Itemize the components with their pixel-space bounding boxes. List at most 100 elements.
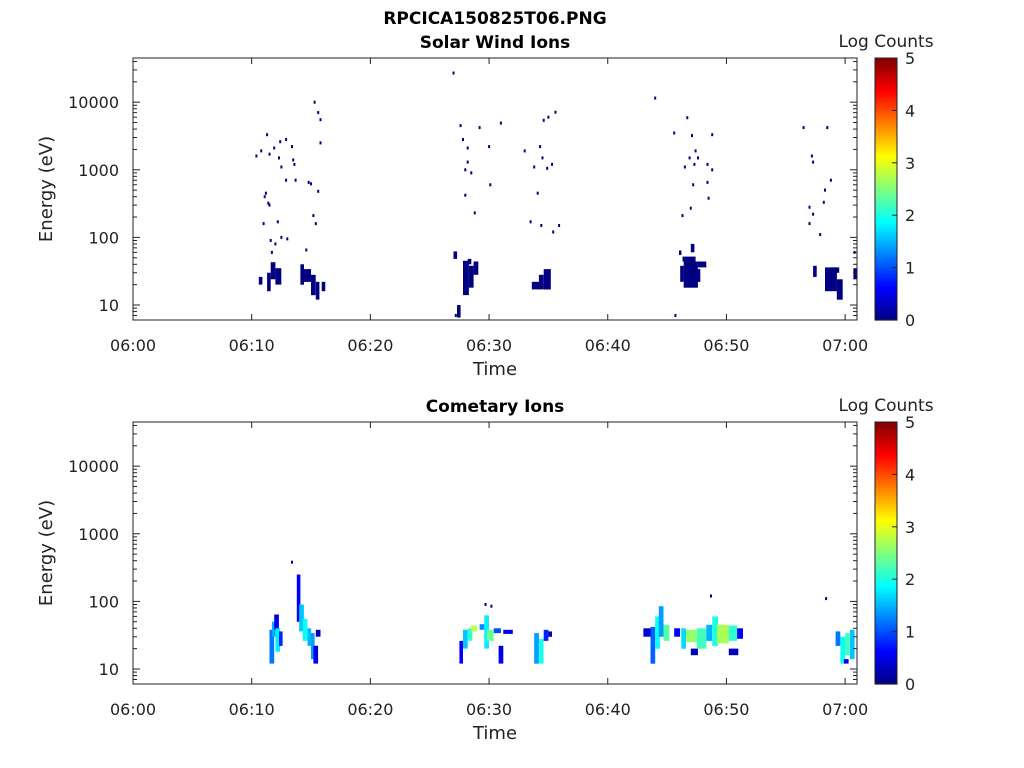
count-point: [824, 188, 826, 192]
colorbar-segment: [875, 542, 897, 546]
colorbar-segment: [875, 618, 897, 622]
colorbar-segment: [875, 314, 897, 318]
colorbar-segment: [875, 487, 897, 491]
colorbar-segment: [875, 608, 897, 612]
colorbar-segment: [875, 626, 897, 630]
colorbar-segment: [875, 553, 897, 557]
count-point: [533, 165, 536, 169]
colorbar-segment: [875, 427, 897, 431]
colorbar-segment: [875, 424, 897, 428]
colorbar-segment: [875, 160, 897, 164]
colorbar-segment: [875, 262, 897, 266]
count-point: [686, 116, 689, 120]
x-tick-label: 06:20: [347, 700, 393, 719]
colorbar-segment: [875, 505, 897, 510]
colorbar-segment: [875, 634, 897, 638]
count-block: [467, 628, 473, 641]
colorbar-segment: [875, 516, 897, 520]
colorbar-segment: [875, 272, 897, 277]
colorbar-tick-label: 2: [905, 206, 915, 225]
count-block: [498, 645, 504, 664]
count-point: [317, 111, 320, 115]
colorbar-segment: [875, 97, 897, 101]
colorbar-segment: [875, 204, 897, 208]
count-point: [319, 141, 322, 145]
count-block: [706, 624, 713, 641]
count-point: [674, 314, 677, 317]
x-tick-label: 06:00: [110, 700, 156, 719]
colorbar-segment: [875, 477, 897, 481]
count-point: [825, 597, 828, 601]
colorbar-segment: [875, 131, 897, 135]
count-point: [711, 168, 714, 172]
count-point: [255, 154, 258, 158]
count-point: [466, 146, 469, 150]
colorbar-segment: [875, 212, 897, 216]
count-block: [453, 251, 458, 259]
colorbar-segment: [875, 115, 897, 119]
count-block: [311, 274, 316, 296]
colorbar-segment: [875, 280, 897, 284]
colorbar-segment: [875, 220, 897, 224]
x-tick-label: 06:30: [466, 336, 512, 355]
colorbar-segment: [875, 304, 897, 308]
colorbar-segment: [875, 309, 897, 313]
colorbar-tick-label: 0: [905, 675, 915, 694]
count-block: [538, 274, 544, 282]
count-point: [706, 162, 709, 166]
count-point: [293, 162, 296, 166]
count-block: [658, 606, 664, 637]
colorbar-segment: [875, 186, 897, 190]
count-point: [291, 145, 293, 149]
count-block: [650, 626, 656, 664]
colorbar-segment: [875, 126, 897, 130]
count-point: [829, 178, 832, 182]
colorbar-segment: [875, 589, 897, 593]
colorbar-segment: [875, 573, 897, 578]
count-block: [690, 243, 695, 253]
colorbar-segment: [875, 660, 897, 664]
colorbar-segment: [875, 293, 897, 298]
colorbar-segment: [875, 623, 897, 627]
count-point: [540, 224, 543, 227]
colorbar-segment: [875, 466, 897, 470]
count-block: [813, 265, 817, 277]
colorbar-segment: [875, 558, 897, 562]
colorbar-segment: [875, 602, 897, 606]
colorbar-segment: [875, 225, 897, 229]
colorbar-segment: [875, 278, 897, 282]
colorbar-frame: [874, 421, 898, 685]
colorbar-segment: [875, 259, 897, 263]
colorbar-segment: [875, 264, 897, 269]
solar-wind-colorbar: 0 1 2 3 4 5: [874, 49, 915, 330]
colorbar-segment: [875, 545, 897, 549]
colorbar-segment: [875, 209, 897, 214]
count-block: [538, 638, 544, 664]
count-block: [274, 614, 279, 630]
count-block: [493, 628, 501, 634]
count-block: [503, 629, 513, 634]
count-block: [681, 628, 686, 649]
colorbar-segment: [875, 673, 897, 677]
count-point: [266, 133, 269, 137]
colorbar-segment: [875, 170, 897, 174]
count-point: [268, 152, 271, 156]
count-point: [473, 211, 476, 215]
count-point: [470, 171, 473, 175]
colorbar-segment: [875, 283, 897, 287]
colorbar-segment: [875, 152, 897, 156]
count-block: [270, 262, 276, 280]
count-point: [286, 237, 289, 241]
count-block: [830, 267, 840, 273]
panel-title-cometary: Cometary Ions: [426, 397, 565, 417]
count-point: [710, 594, 712, 598]
colorbar-segment: [875, 657, 897, 662]
figure-title: RPCICA150825T06.PNG: [383, 9, 606, 29]
colorbar-segment: [875, 537, 897, 541]
cometary-ylabel: Energy (eV): [36, 500, 57, 606]
count-block: [695, 269, 701, 282]
colorbar-segment: [875, 529, 897, 533]
count-point: [558, 224, 561, 227]
colorbar-tick-label: 4: [905, 101, 915, 120]
cometary-axes-frame: [132, 421, 858, 685]
